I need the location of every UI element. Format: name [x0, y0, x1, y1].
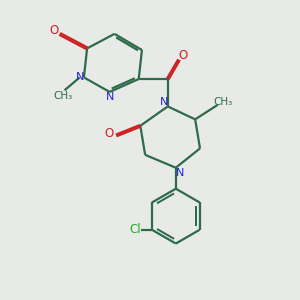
Text: N: N: [106, 92, 115, 102]
Text: O: O: [104, 128, 114, 140]
Text: Cl: Cl: [129, 223, 141, 236]
Text: N: N: [176, 168, 184, 178]
Text: N: N: [160, 97, 168, 106]
Text: CH₃: CH₃: [213, 97, 232, 106]
Text: N: N: [76, 72, 84, 82]
Text: CH₃: CH₃: [53, 91, 73, 101]
Text: O: O: [49, 24, 58, 37]
Text: O: O: [178, 49, 188, 62]
